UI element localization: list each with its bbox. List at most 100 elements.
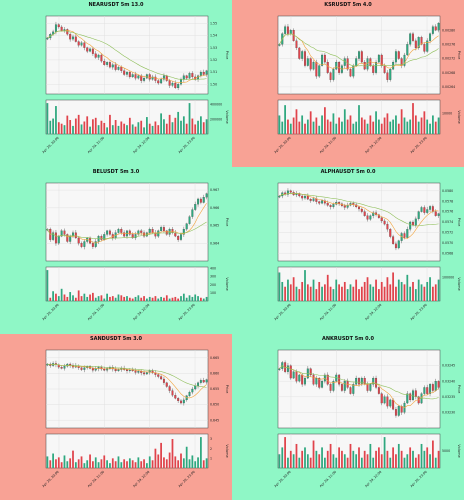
volume-bar [140, 120, 143, 134]
candle-body [46, 37, 49, 40]
candle-body [321, 54, 324, 66]
candle-body [335, 202, 338, 205]
volume-bar [126, 296, 128, 301]
volume-bar [420, 443, 423, 468]
volume-bar [423, 286, 426, 301]
volume-axis-label: Volume [457, 444, 461, 458]
volume-bar [326, 450, 329, 468]
x-tick-label: Apr 29, 21:00 [319, 470, 337, 488]
candle-body [403, 54, 406, 66]
volume-bar [395, 286, 397, 301]
price-tick-label: 1.53 [210, 46, 217, 50]
candle-body [106, 62, 109, 65]
volume-bar [148, 456, 151, 468]
volume-bar [378, 289, 380, 301]
price-tick-label: 0.0568 [442, 251, 453, 255]
volume-bar [60, 123, 63, 134]
candle-body [332, 381, 335, 391]
candle-body [199, 380, 202, 383]
volume-bar [92, 461, 94, 468]
volume-bar [346, 119, 349, 134]
volume-bar [321, 286, 323, 301]
volume-bar [182, 116, 185, 134]
candle-body [171, 228, 174, 233]
volume-bar [312, 440, 315, 468]
candle-body [91, 243, 94, 247]
price-tick-label: 0.655 [210, 387, 219, 391]
volume-bar [380, 123, 383, 134]
candle-body [157, 80, 160, 84]
x-tick-label: Apr 29, 21:00 [319, 136, 337, 154]
volume-bar [437, 117, 440, 134]
volume-tick-label: 300 [210, 275, 216, 279]
candle-body [298, 47, 301, 59]
volume-bar [321, 447, 323, 468]
candle-body [403, 233, 406, 238]
volume-bar [120, 121, 123, 134]
chart-panel-alphausdt: 0.0580 0.0578 0.0576 0.0574 0.0572 0.0570 0.05… [232, 167, 464, 334]
candle-body [151, 76, 154, 80]
candle-body [360, 51, 363, 63]
price-tick-label: 0.0574 [442, 220, 453, 224]
volume-tick-label: 10000 [442, 111, 452, 115]
candle-body [406, 393, 409, 404]
volume-bar [97, 125, 100, 134]
volume-bar [298, 289, 301, 301]
volume-bar [400, 281, 403, 301]
candle-body [148, 228, 151, 233]
volume-bar [326, 119, 329, 134]
volume-bar [417, 121, 420, 134]
x-tick-label: Apr 29, 22:00 [364, 136, 382, 154]
candle-body [278, 368, 281, 370]
volume-bar [284, 437, 286, 468]
candle-body [202, 197, 205, 203]
volume-bar [375, 279, 377, 301]
volume-bar [423, 450, 426, 468]
volume-bar [360, 286, 363, 301]
volume-bar [174, 456, 177, 468]
volume-bar [157, 298, 160, 301]
candle-body [406, 229, 409, 238]
volume-bar [165, 123, 168, 134]
volume-bar [281, 447, 284, 468]
candle-body [89, 48, 92, 52]
candle-body [162, 75, 165, 80]
volume-bar [72, 125, 74, 134]
candle-body [160, 227, 163, 231]
price-tick-label: 0.03245 [442, 364, 455, 368]
volume-bar [403, 457, 406, 468]
volume-bar [429, 454, 431, 468]
volume-bar [289, 450, 292, 468]
price-tick-label: 0.967 [210, 188, 219, 192]
volume-bar [143, 459, 145, 468]
price-tick-label: 0.0580 [442, 189, 453, 193]
volume-bar [109, 296, 111, 301]
ma-fast-line [279, 33, 439, 70]
volume-bar [109, 463, 111, 468]
volume-bar [284, 105, 286, 134]
volume-bar [409, 447, 412, 468]
volume-bar [378, 119, 380, 134]
volume-bar [103, 122, 106, 134]
candle-body [97, 236, 100, 242]
volume-bar [332, 289, 335, 301]
candle-body [205, 193, 208, 198]
candle-body [171, 390, 174, 396]
candle-body [97, 367, 100, 369]
candle-body [420, 37, 423, 45]
candle-body [197, 382, 200, 386]
volume-bar [185, 297, 188, 301]
volume-bar [117, 294, 120, 301]
volume-bar [426, 447, 429, 468]
volume-bar [437, 279, 440, 301]
candle-body [148, 370, 151, 373]
volume-bar [123, 296, 126, 301]
volume-bar [432, 115, 434, 134]
volume-bar [369, 443, 372, 468]
candle-body [94, 53, 97, 58]
volume-bar [89, 126, 91, 134]
candle-body [57, 24, 60, 28]
price-tick-label: 0.965 [210, 224, 219, 228]
candle-body [366, 58, 369, 70]
volume-bar [395, 454, 397, 468]
